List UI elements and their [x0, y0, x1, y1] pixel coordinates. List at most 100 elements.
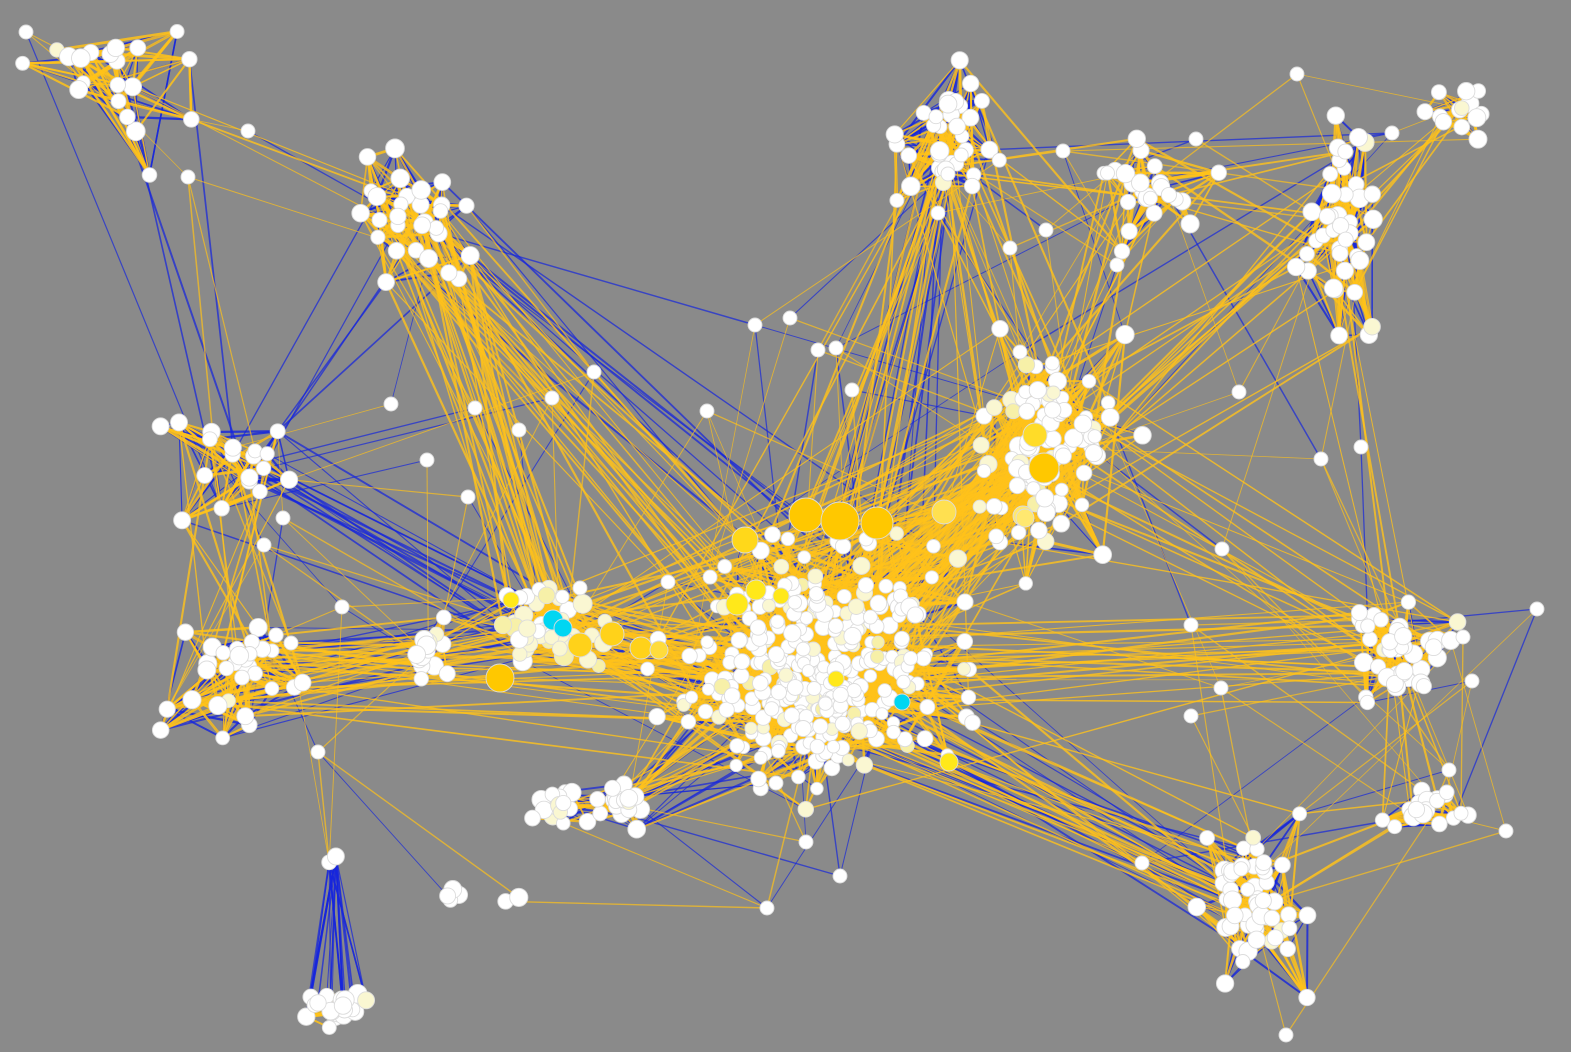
- graph-node[interactable]: [428, 220, 445, 236]
- graph-node[interactable]: [963, 177, 981, 195]
- graph-node[interactable]: [419, 249, 439, 268]
- graph-node[interactable]: [15, 55, 31, 71]
- graph-node[interactable]: [702, 569, 718, 585]
- graph-node[interactable]: [367, 187, 387, 207]
- graph-node[interactable]: [1113, 243, 1131, 260]
- graph-node[interactable]: [938, 94, 958, 114]
- graph-node[interactable]: [389, 207, 407, 226]
- graph-node[interactable]: [1127, 129, 1146, 148]
- graph-node[interactable]: [960, 689, 977, 706]
- graph-node[interactable]: [869, 594, 888, 613]
- graph-node[interactable]: [787, 595, 803, 610]
- graph-node[interactable]: [1017, 356, 1036, 374]
- graph-node[interactable]: [151, 721, 170, 739]
- graph-node[interactable]: [255, 460, 272, 477]
- graph-node[interactable]: [770, 614, 785, 629]
- graph-node[interactable]: [916, 730, 934, 748]
- graph-node[interactable]: [247, 665, 263, 682]
- graph-node[interactable]: [259, 446, 275, 462]
- graph-node[interactable]: [1146, 158, 1163, 175]
- graph-node[interactable]: [681, 647, 698, 665]
- graph-node[interactable]: [1363, 317, 1381, 336]
- graph-node[interactable]: [818, 696, 833, 711]
- graph-node[interactable]: [806, 681, 822, 696]
- graph-node[interactable]: [377, 273, 395, 291]
- graph-node[interactable]: [795, 641, 811, 657]
- graph-node[interactable]: [919, 699, 936, 715]
- graph-node[interactable]: [1142, 190, 1158, 206]
- graph-node[interactable]: [834, 538, 852, 555]
- graph-node[interactable]: [1018, 576, 1033, 591]
- graph-node[interactable]: [903, 650, 919, 666]
- graph-node[interactable]: [1011, 524, 1027, 541]
- graph-node[interactable]: [862, 609, 878, 625]
- graph-node[interactable]: [173, 511, 192, 530]
- graph-node[interactable]: [875, 707, 889, 721]
- graph-node[interactable]: [196, 467, 214, 484]
- graph-node[interactable]: [1028, 381, 1047, 400]
- graph-node[interactable]: [1075, 464, 1093, 482]
- graph-node[interactable]: [906, 606, 924, 624]
- graph-node[interactable]: [106, 38, 125, 58]
- graph-node[interactable]: [763, 701, 780, 717]
- graph-node[interactable]: [799, 611, 814, 625]
- graph-node[interactable]: [676, 698, 691, 712]
- graph-node[interactable]: [123, 77, 143, 97]
- graph-node[interactable]: [223, 438, 242, 457]
- graph-node[interactable]: [518, 619, 537, 638]
- graph-node[interactable]: [764, 526, 781, 543]
- graph-node[interactable]: [961, 108, 980, 127]
- graph-node[interactable]: [537, 586, 556, 605]
- graph-node[interactable]: [551, 640, 568, 657]
- graph-node[interactable]: [808, 586, 824, 602]
- graph-node[interactable]: [1087, 429, 1102, 444]
- graph-node[interactable]: [976, 463, 992, 479]
- graph-node[interactable]: [857, 577, 875, 594]
- graph-node[interactable]: [493, 615, 513, 635]
- graph-node[interactable]: [752, 674, 769, 692]
- graph-node[interactable]: [1030, 521, 1048, 540]
- graph-node[interactable]: [1131, 173, 1150, 193]
- graph-node[interactable]: [269, 423, 286, 440]
- graph-node[interactable]: [351, 203, 370, 223]
- graph-node[interactable]: [870, 649, 885, 664]
- graph-node[interactable]: [926, 539, 941, 554]
- graph-node[interactable]: [1133, 426, 1152, 445]
- graph-node[interactable]: [929, 141, 950, 161]
- graph-node[interactable]: [1115, 163, 1136, 184]
- graph-node[interactable]: [125, 121, 146, 142]
- graph-node[interactable]: [717, 559, 733, 574]
- graph-node[interactable]: [843, 626, 862, 646]
- graph-node[interactable]: [1035, 488, 1055, 508]
- graph-node[interactable]: [886, 724, 901, 740]
- graph-node[interactable]: [129, 39, 147, 57]
- graph-node[interactable]: [846, 683, 862, 699]
- graph-node[interactable]: [69, 80, 89, 100]
- graph-node[interactable]: [809, 738, 826, 755]
- graph-node[interactable]: [119, 108, 136, 126]
- graph-node[interactable]: [988, 528, 1005, 545]
- graph-node[interactable]: [411, 180, 431, 200]
- graph-node[interactable]: [1074, 497, 1090, 513]
- graph-node[interactable]: [648, 707, 666, 726]
- graph-node[interactable]: [753, 750, 768, 765]
- graph-node[interactable]: [973, 92, 990, 109]
- graph-node[interactable]: [797, 801, 815, 818]
- graph-node[interactable]: [729, 758, 743, 773]
- graph-node[interactable]: [885, 125, 904, 144]
- graph-node[interactable]: [1100, 395, 1116, 411]
- graph-node[interactable]: [1100, 165, 1115, 181]
- graph-node[interactable]: [202, 431, 218, 448]
- graph-node[interactable]: [1093, 545, 1113, 565]
- graph-node[interactable]: [801, 664, 815, 678]
- graph-node[interactable]: [460, 246, 480, 266]
- graph-node[interactable]: [985, 498, 1003, 515]
- graph-node[interactable]: [1044, 401, 1062, 419]
- graph-node[interactable]: [181, 51, 198, 68]
- graph-node[interactable]: [729, 738, 745, 754]
- graph-node[interactable]: [680, 714, 697, 730]
- graph-node[interactable]: [893, 630, 910, 647]
- graph-node[interactable]: [110, 93, 127, 110]
- graph-node[interactable]: [956, 633, 974, 650]
- graph-node[interactable]: [1026, 481, 1041, 496]
